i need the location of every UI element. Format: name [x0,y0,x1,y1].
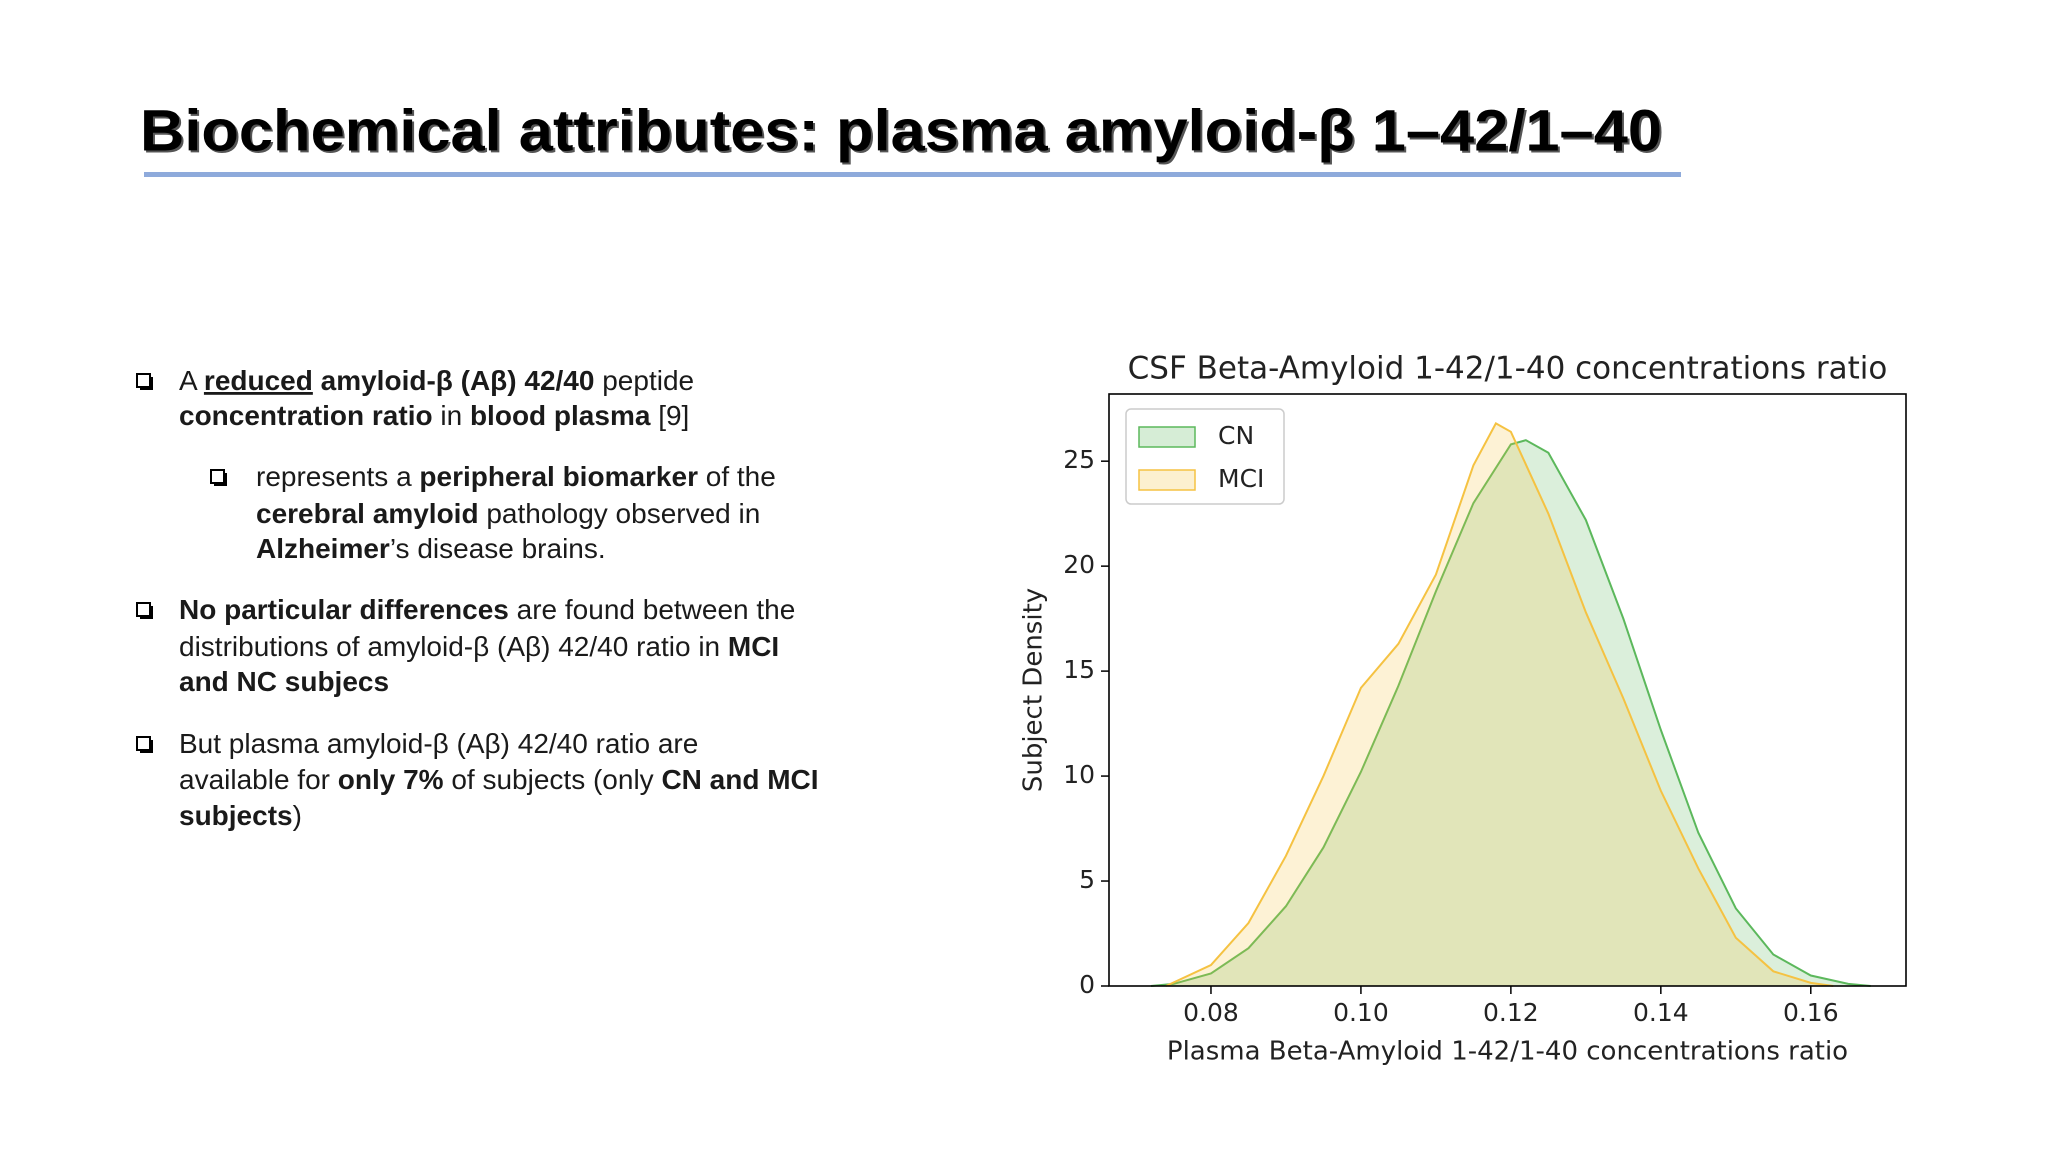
text-run: No particular differences [179,594,509,625]
text-run: [9] [650,400,689,431]
bullet-marker [210,469,225,484]
text-run: CN and MCI [661,764,818,795]
bullet-marker [136,736,151,751]
y-tick-label: 0 [1079,970,1095,999]
text-run: blood plasma [470,400,651,431]
text-run: reduced [204,365,313,396]
x-tick-label: 0.12 [1483,998,1539,1027]
density-line [1165,422,1834,987]
text-run: and NC subjecs [179,666,389,697]
bullet-list: A reduced amyloid-β (Aβ) 42/40 peptide co… [136,365,819,831]
plot-frame [1108,393,1907,987]
bullet-marker [136,373,151,388]
text-run: only 7% [338,764,444,795]
x-tick-label: 0.14 [1633,998,1689,1027]
bullet-line: A reduced amyloid-β (Aβ) 42/40 peptide [179,365,694,396]
text-run: distributions of amyloid-β (Aβ) 42/40 ra… [179,631,728,662]
slide-title: Biochemical attributes: plasma amyloid-β… [140,98,1662,163]
text-run: pathology observed in [479,498,761,529]
bullet-line: But plasma amyloid-β (Aβ) 42/40 ratio ar… [179,728,698,759]
legend-label: MCI [1218,464,1264,493]
density-area [1150,440,1871,986]
text-run: of subjects (only [444,764,662,795]
x-tick-label: 0.08 [1183,998,1239,1027]
title-shadow: Biochemical attributes: plasma amyloid-β… [142,100,1664,165]
chart-title: CSF Beta-Amyloid 1-42/1-40 concentration… [1128,351,1888,387]
text-run: Alzheimer [256,533,390,564]
x-tick-label: 0.10 [1333,998,1389,1027]
text-run: A [179,365,204,396]
density-line [1150,439,1871,987]
text-run: cerebral amyloid [256,498,479,529]
x-tick-label: 0.16 [1783,998,1839,1027]
y-tick-label: 20 [1063,550,1095,579]
text-run: subjects [179,800,293,831]
text-run: are found between the [509,594,795,625]
y-tick-label: 25 [1063,445,1095,474]
text-run: amyloid-β (Aβ) 42/40 [313,365,595,396]
bullet-marker [136,602,151,617]
text-run: in [433,400,470,431]
bullet-line: represents a peripheral biomarker of the [256,461,776,492]
bullet-line: available for only 7% of subjects (only … [179,764,819,795]
legend-label: CN [1218,421,1254,450]
bullet-line: Alzheimer’s disease brains. [256,533,606,564]
text-run: concentration ratio [179,400,433,431]
bullet-line: and NC subjecs [179,666,389,697]
chart: CSF Beta-Amyloid 1-42/1-40 concentration… [1019,351,1907,1067]
legend-box [1125,408,1285,505]
x-axis-label: Plasma Beta-Amyloid 1-42/1-40 concentrat… [1167,1037,1848,1067]
text-run: represents a [256,461,419,492]
bullet-line: distributions of amyloid-β (Aβ) 42/40 ra… [179,631,779,662]
bullet-line: cerebral amyloid pathology observed in [256,498,760,529]
bullet-line: concentration ratio in blood plasma [9] [179,400,689,431]
bullet-line: No particular differences are found betw… [179,594,795,625]
text-run: peptide [594,365,694,396]
title-underline [144,172,1681,177]
density-area [1165,423,1834,986]
text-run: available for [179,764,338,795]
y-tick-label: 15 [1063,655,1095,684]
text-run: ) [293,800,302,831]
bullet-line: subjects) [179,800,302,831]
legend-swatch [1138,469,1196,491]
text-run: ’s disease brains. [390,533,606,564]
y-tick-label: 10 [1063,760,1095,789]
y-axis-label: Subject Density [1019,588,1049,792]
text-run: But plasma amyloid-β (Aβ) 42/40 ratio ar… [179,728,698,759]
text-run: MCI [728,631,779,662]
text-run: peripheral biomarker [419,461,698,492]
y-tick-label: 5 [1079,865,1095,894]
text-run: of the [698,461,776,492]
legend-swatch [1138,426,1196,448]
